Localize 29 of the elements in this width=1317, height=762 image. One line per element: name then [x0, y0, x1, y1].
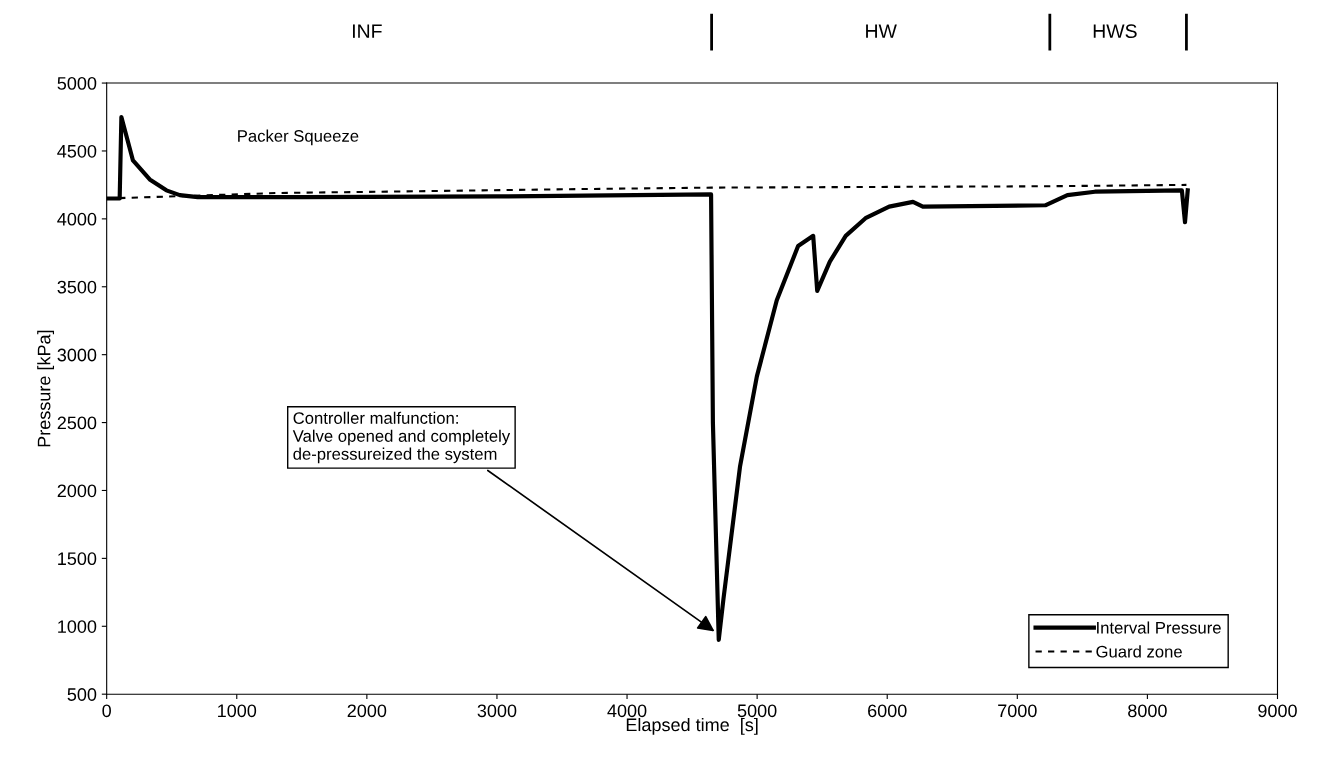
text: HW	[866, 24, 897, 38]
legend-label: Guard zone	[1096, 645, 1182, 658]
y-tick-label: 4000	[57, 212, 97, 226]
y-tick-label: 4500	[57, 144, 97, 158]
legend-label: Interval Pressure	[1097, 621, 1221, 634]
x-tick-label: 1000	[218, 704, 257, 718]
x-tick-label: 9000	[1258, 704, 1297, 718]
y-tick-label: 2500	[57, 416, 97, 430]
text: HWS	[1093, 24, 1137, 39]
y-tick-label: 2000	[57, 484, 97, 498]
x-axis-title: Elapsed time [s]	[626, 717, 758, 735]
annotation: Packer Squeeze	[238, 129, 359, 146]
y-tick-label: 1000	[58, 620, 97, 633]
text: INF	[352, 24, 382, 38]
x-tick-label: 8000	[1128, 704, 1167, 718]
y-tick-label: 3500	[57, 280, 97, 294]
y-tick-label: 500	[67, 688, 97, 701]
y-tick-label: 5000	[57, 76, 97, 90]
annotation: Controller malfunction: Valve opened and completely de-pressureized the system	[292, 411, 511, 464]
x-tick-label: 5000	[737, 704, 777, 718]
x-tick-label: 0	[102, 704, 111, 718]
x-tick-label: 7000	[998, 704, 1037, 718]
x-tick-label: 4000	[607, 704, 647, 718]
x-tick-label: 6000	[868, 704, 907, 718]
y-tick-label: 3000	[57, 348, 97, 362]
y-tick-label: 1500	[58, 552, 97, 566]
x-tick-label: 3000	[477, 704, 517, 718]
y-axis-title: Pressure [kPa]	[37, 330, 55, 447]
x-tick-label: 2000	[347, 704, 387, 718]
